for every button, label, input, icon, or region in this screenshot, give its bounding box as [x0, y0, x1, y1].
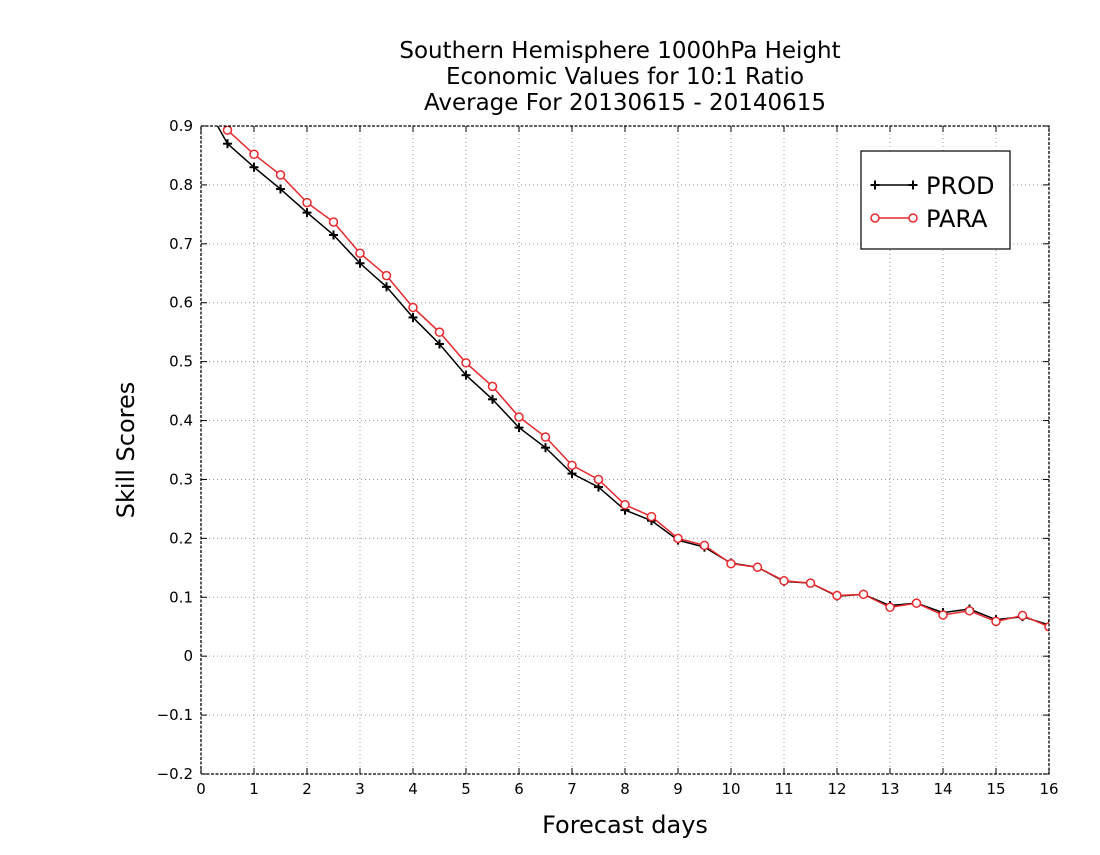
data-point-prod: [514, 423, 524, 433]
data-point-prod: [408, 312, 418, 322]
legend-marker-prod: [870, 180, 880, 190]
x-tick-label: 11: [774, 780, 793, 798]
x-tick-label: 13: [880, 780, 899, 798]
data-point-prod: [567, 469, 577, 479]
x-tick-label: 14: [933, 780, 952, 798]
data-point-para: [328, 217, 339, 227]
data-point-prod: [435, 339, 444, 349]
data-point-prod: [223, 139, 232, 149]
legend-marker-para: [870, 213, 880, 223]
data-point-para: [275, 170, 286, 180]
x-axis-title: Forecast days: [542, 811, 708, 839]
data-point-para: [222, 126, 233, 135]
y-tick-label: −0.1: [157, 706, 193, 724]
y-tick-label: 0.4: [169, 412, 193, 430]
data-point-para: [249, 149, 259, 160]
legend: PROD PARA: [860, 150, 1011, 250]
data-point-para: [646, 511, 657, 522]
x-tick-label: 0: [196, 780, 206, 798]
x-tick-label: 10: [721, 780, 740, 798]
data-point-prod: [329, 230, 338, 240]
y-tick-label: 0.8: [169, 176, 193, 194]
data-point-para: [752, 562, 763, 572]
data-point-para: [911, 598, 922, 608]
data-point-para: [540, 432, 551, 442]
data-point-para: [514, 412, 524, 422]
y-tick-label: 0: [183, 647, 193, 665]
legend-label-prod: PROD: [926, 172, 995, 200]
data-point-para: [673, 533, 683, 544]
data-point-prod: [541, 443, 550, 453]
data-point-prod: [302, 208, 312, 218]
grid: [201, 126, 1049, 774]
data-point-para: [832, 590, 842, 601]
y-axis-title: Skill Scores: [112, 382, 140, 519]
data-point-para: [355, 248, 365, 258]
y-tick-label: 0.5: [169, 353, 193, 371]
y-tick-label: 0.3: [169, 470, 193, 488]
chart-title-line-2: Economic Values for 10:1 Ratio: [446, 64, 804, 90]
x-tick-label: 2: [302, 780, 312, 798]
data-point-para: [885, 602, 895, 613]
data-point-para: [461, 358, 471, 368]
y-tick-label: 0.7: [169, 235, 193, 253]
x-tick-label: 16: [1039, 780, 1058, 798]
data-point-para: [487, 381, 498, 392]
data-point-prod: [382, 282, 391, 292]
data-point-para: [408, 302, 418, 313]
chart-title-line-1: Southern Hemisphere 1000hPa Height: [399, 38, 840, 64]
x-tick-label: 15: [986, 780, 1005, 798]
data-point-para: [991, 616, 1001, 627]
data-point-para: [726, 558, 736, 569]
x-tick-label: 5: [461, 780, 471, 798]
y-tick-label: 0.9: [169, 117, 193, 135]
data-point-para: [620, 500, 630, 510]
data-point-prod: [488, 394, 497, 404]
data-point-para: [858, 589, 869, 600]
y-tick-label: 0.6: [169, 294, 193, 312]
data-point-para: [805, 578, 816, 588]
axis-titles: Forecast days Skill Scores: [112, 382, 708, 839]
y-tick-label: 0.2: [169, 529, 193, 547]
data-point-para: [1017, 610, 1028, 621]
chart-title: Southern Hemisphere 1000hPa Height Econo…: [399, 38, 840, 116]
data-point-para: [381, 270, 392, 281]
x-tick-label: 7: [567, 780, 577, 798]
x-tick-label: 6: [514, 780, 524, 798]
chart-title-line-3: Average For 20130615 - 20140615: [424, 90, 826, 116]
legend-marker-prod: [908, 180, 918, 190]
x-tick-label: 3: [355, 780, 365, 798]
x-tick-label: 12: [827, 780, 846, 798]
data-point-prod: [461, 370, 471, 380]
data-point-para: [593, 474, 604, 485]
data-point-prod: [355, 258, 365, 268]
legend-label-para: PARA: [926, 205, 988, 233]
y-tick-label: 0.1: [169, 588, 193, 606]
data-point-para: [938, 610, 948, 620]
x-tick-label: 9: [673, 780, 683, 798]
data-point-para: [302, 197, 312, 208]
legend-box: [860, 150, 1011, 250]
y-tick-label: −0.2: [157, 765, 193, 783]
legend-marker-para: [908, 213, 918, 223]
data-point-para: [779, 576, 789, 586]
x-tick-label: 1: [249, 780, 259, 798]
data-point-prod: [249, 162, 259, 172]
axis-ticks: 0 1 2 3 4 5 6 7 8 9 10 11 12 13 14 15 16−0.2−0.100.10.20…: [157, 117, 1059, 798]
x-tick-label: 8: [620, 780, 630, 798]
data-point-para: [567, 460, 577, 471]
data-point-para: [434, 327, 445, 337]
x-tick-label: 4: [408, 780, 418, 798]
series-layer: [216, 126, 1049, 632]
data-point-para: [964, 606, 975, 616]
data-point-para: [699, 540, 710, 551]
series-para: [222, 126, 1049, 632]
data-point-prod: [276, 184, 285, 194]
data-point-para: [1044, 621, 1049, 632]
